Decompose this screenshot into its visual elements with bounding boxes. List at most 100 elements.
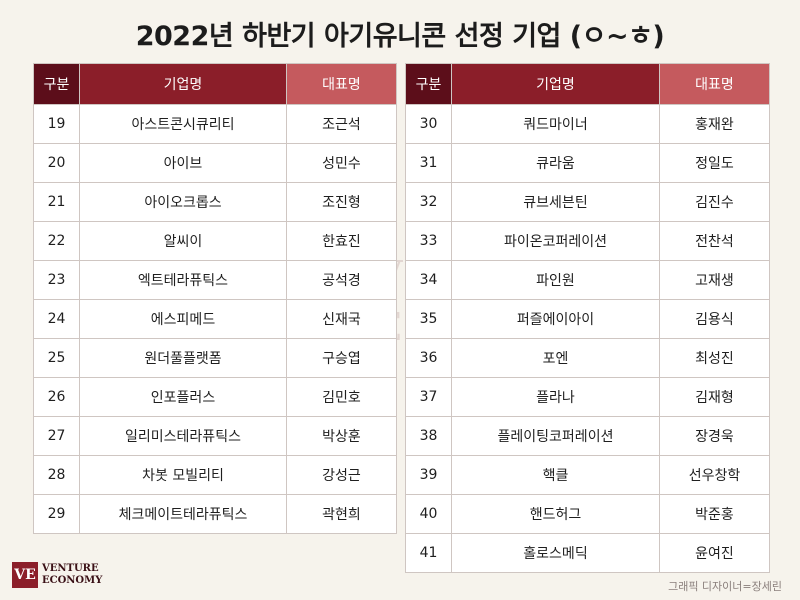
row-no: 41 bbox=[405, 533, 452, 573]
table-row: 35 퍼즐에이아이 김용식 bbox=[405, 299, 770, 339]
header-company: 기업명 bbox=[79, 63, 287, 105]
row-company: 플레이팅코퍼레이션 bbox=[451, 416, 660, 456]
table-row: 29 체크메이트테라퓨틱스 곽현희 bbox=[33, 494, 397, 534]
row-no: 21 bbox=[33, 182, 80, 222]
company-table-right: 구분 기업명 대표명 30 쿼드마이너 홍재완 31 큐라움 정일도 32 큐브세븐틴 김진… bbox=[405, 63, 770, 573]
table-row: 21 아이오크롭스 조진형 bbox=[33, 182, 397, 222]
table-header-row: 구분 기업명 대표명 bbox=[33, 63, 397, 105]
row-company: 원더풀플랫폼 bbox=[79, 338, 287, 378]
row-no: 35 bbox=[405, 299, 452, 339]
row-company: 포엔 bbox=[451, 338, 660, 378]
row-no: 30 bbox=[405, 104, 452, 144]
table-row: 39 핵클 선우창학 bbox=[405, 455, 770, 495]
row-ceo: 장경욱 bbox=[659, 416, 770, 456]
row-company: 플라나 bbox=[451, 377, 660, 417]
row-ceo: 선우창학 bbox=[659, 455, 770, 495]
table-row: 32 큐브세븐틴 김진수 bbox=[405, 182, 770, 222]
row-ceo: 김재형 bbox=[659, 377, 770, 417]
row-ceo: 전찬석 bbox=[659, 221, 770, 261]
company-table-left: 구분 기업명 대표명 19 아스트콘시큐리티 조근석 20 아이브 성민수 21 아이오크… bbox=[33, 63, 397, 534]
row-no: 28 bbox=[33, 455, 80, 495]
table-row: 30 쿼드마이너 홍재완 bbox=[405, 104, 770, 144]
row-company: 에스피메드 bbox=[79, 299, 287, 339]
row-ceo: 김민호 bbox=[286, 377, 397, 417]
row-ceo: 박준홍 bbox=[659, 494, 770, 534]
table-row: 37 플라나 김재형 bbox=[405, 377, 770, 417]
row-no: 27 bbox=[33, 416, 80, 456]
table-row: 34 파인원 고재생 bbox=[405, 260, 770, 300]
table-row: 20 아이브 성민수 bbox=[33, 143, 397, 183]
logo-line-1: VENTURE bbox=[42, 563, 99, 574]
row-ceo: 김진수 bbox=[659, 182, 770, 222]
table-row: 23 엑트테라퓨틱스 공석경 bbox=[33, 260, 397, 300]
row-ceo: 강성근 bbox=[286, 455, 397, 495]
row-no: 40 bbox=[405, 494, 452, 534]
row-company: 체크메이트테라퓨틱스 bbox=[79, 494, 287, 534]
row-company: 파인원 bbox=[451, 260, 660, 300]
table-row: 25 원더풀플랫폼 구승엽 bbox=[33, 338, 397, 378]
row-company: 엑트테라퓨틱스 bbox=[79, 260, 287, 300]
table-row: 38 플레이팅코퍼레이션 장경욱 bbox=[405, 416, 770, 456]
row-company: 아이브 bbox=[79, 143, 287, 183]
row-no: 33 bbox=[405, 221, 452, 261]
row-ceo: 신재국 bbox=[286, 299, 397, 339]
row-ceo: 조근석 bbox=[286, 104, 397, 144]
row-company: 큐라움 bbox=[451, 143, 660, 183]
designer-credit: 그래픽 디자이너=장세린 bbox=[668, 580, 782, 593]
row-company: 핸드허그 bbox=[451, 494, 660, 534]
row-no: 34 bbox=[405, 260, 452, 300]
row-no: 20 bbox=[33, 143, 80, 183]
table-row: 24 에스피메드 신재국 bbox=[33, 299, 397, 339]
row-company: 인포플러스 bbox=[79, 377, 287, 417]
row-no: 26 bbox=[33, 377, 80, 417]
row-company: 핵클 bbox=[451, 455, 660, 495]
header-ceo: 대표명 bbox=[286, 63, 397, 105]
row-ceo: 공석경 bbox=[286, 260, 397, 300]
row-ceo: 홍재완 bbox=[659, 104, 770, 144]
header-ceo: 대표명 bbox=[659, 63, 770, 105]
table-row: 36 포엔 최성진 bbox=[405, 338, 770, 378]
row-ceo: 윤여진 bbox=[659, 533, 770, 573]
row-ceo: 고재생 bbox=[659, 260, 770, 300]
table-row: 19 아스트콘시큐리티 조근석 bbox=[33, 104, 397, 144]
row-ceo: 박상훈 bbox=[286, 416, 397, 456]
row-company: 아스트콘시큐리티 bbox=[79, 104, 287, 144]
row-company: 아이오크롭스 bbox=[79, 182, 287, 222]
row-no: 19 bbox=[33, 104, 80, 144]
row-company: 홀로스메딕 bbox=[451, 533, 660, 573]
row-ceo: 최성진 bbox=[659, 338, 770, 378]
header-no: 구분 bbox=[405, 63, 452, 105]
row-company: 쿼드마이너 bbox=[451, 104, 660, 144]
header-no: 구분 bbox=[33, 63, 80, 105]
row-no: 23 bbox=[33, 260, 80, 300]
logo-mark: VE bbox=[12, 562, 38, 588]
row-ceo: 김용식 bbox=[659, 299, 770, 339]
table-row: 28 차봇 모빌리티 강성근 bbox=[33, 455, 397, 495]
logo-line-2: ECONOMY bbox=[42, 575, 103, 586]
row-no: 25 bbox=[33, 338, 80, 378]
row-no: 38 bbox=[405, 416, 452, 456]
row-company: 파이온코퍼레이션 bbox=[451, 221, 660, 261]
row-no: 29 bbox=[33, 494, 80, 534]
row-no: 22 bbox=[33, 221, 80, 261]
row-no: 32 bbox=[405, 182, 452, 222]
table-header-row: 구분 기업명 대표명 bbox=[405, 63, 770, 105]
row-ceo: 곽현희 bbox=[286, 494, 397, 534]
table-row: 26 인포플러스 김민호 bbox=[33, 377, 397, 417]
row-no: 31 bbox=[405, 143, 452, 183]
row-ceo: 구승엽 bbox=[286, 338, 397, 378]
table-row: 40 핸드허그 박준홍 bbox=[405, 494, 770, 534]
header-company: 기업명 bbox=[451, 63, 660, 105]
row-ceo: 성민수 bbox=[286, 143, 397, 183]
row-company: 차봇 모빌리티 bbox=[79, 455, 287, 495]
page-title: 2022년 하반기 아기유니콘 선정 기업 (ㅇ~ㅎ) bbox=[135, 21, 665, 52]
row-no: 36 bbox=[405, 338, 452, 378]
logo-wordmark: VENTURE ECONOMY bbox=[42, 563, 122, 587]
row-no: 39 bbox=[405, 455, 452, 495]
row-no: 37 bbox=[405, 377, 452, 417]
row-company: 퍼즐에이아이 bbox=[451, 299, 660, 339]
table-row: 33 파이온코퍼레이션 전찬석 bbox=[405, 221, 770, 261]
row-ceo: 정일도 bbox=[659, 143, 770, 183]
row-no: 24 bbox=[33, 299, 80, 339]
table-row: 22 알씨이 한효진 bbox=[33, 221, 397, 261]
